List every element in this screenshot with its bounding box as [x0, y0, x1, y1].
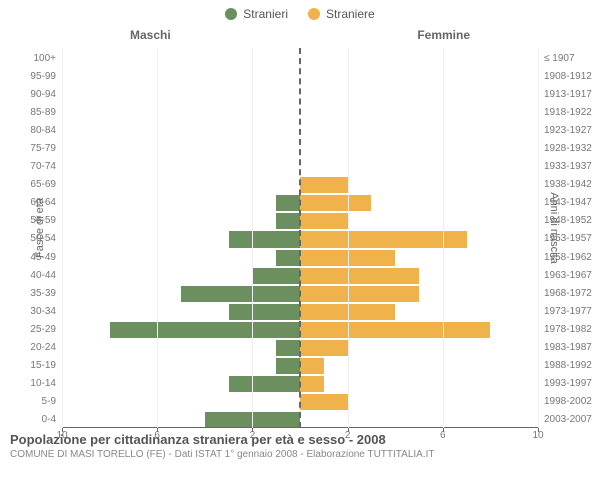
x-tick-label: 6	[154, 430, 160, 441]
bar-male	[276, 195, 300, 211]
birth-year-label: 1968-1972	[538, 285, 600, 303]
center-divider	[299, 48, 301, 428]
bar-female	[300, 358, 324, 374]
bar-female	[300, 394, 348, 410]
x-axis-line	[62, 427, 538, 428]
age-label: 95-99	[0, 68, 62, 86]
grid-line	[538, 48, 539, 428]
age-label: 85-89	[0, 104, 62, 122]
grid-line	[62, 48, 63, 428]
age-label: 35-39	[0, 285, 62, 303]
bar-female	[300, 268, 419, 284]
bar-female	[300, 177, 348, 193]
birth-year-label: 1973-1977	[538, 303, 600, 321]
bar-male	[276, 358, 300, 374]
age-label: 15-19	[0, 357, 62, 375]
age-label: 80-84	[0, 122, 62, 140]
birth-year-label: 1993-1997	[538, 375, 600, 393]
age-label: 50-54	[0, 230, 62, 248]
bar-male	[276, 340, 300, 356]
bar-female	[300, 322, 490, 338]
birth-year-label: 1923-1927	[538, 122, 600, 140]
x-tick-label: 10	[532, 430, 543, 441]
age-label: 60-64	[0, 194, 62, 212]
bar-female	[300, 231, 467, 247]
birth-year-label: 1988-1992	[538, 357, 600, 375]
grid-line	[443, 48, 444, 428]
birth-year-label: 1978-1982	[538, 321, 600, 339]
bar-male	[276, 250, 300, 266]
legend-label-female: Straniere	[326, 7, 375, 21]
swatch-male	[225, 8, 237, 20]
swatch-female	[308, 8, 320, 20]
legend-item-female: Straniere	[308, 7, 375, 21]
birth-year-label: ≤ 1907	[538, 50, 600, 68]
age-label: 25-29	[0, 321, 62, 339]
birth-year-label: 1948-1952	[538, 212, 600, 230]
age-label: 5-9	[0, 393, 62, 411]
age-label: 30-34	[0, 303, 62, 321]
bar-male	[110, 322, 300, 338]
bar-male	[252, 268, 300, 284]
bar-female	[300, 213, 348, 229]
age-label: 65-69	[0, 176, 62, 194]
bar-female	[300, 195, 371, 211]
age-label: 70-74	[0, 158, 62, 176]
age-label: 55-59	[0, 212, 62, 230]
age-label: 75-79	[0, 140, 62, 158]
birth-year-label: 1933-1937	[538, 158, 600, 176]
bar-male	[229, 231, 300, 247]
x-axis-ticks: 10622610	[62, 430, 538, 446]
bar-female	[300, 340, 348, 356]
grid-line	[252, 48, 253, 428]
plot-area: 100+≤ 190795-991908-191290-941913-191785…	[62, 48, 538, 428]
birth-year-label: 1928-1932	[538, 140, 600, 158]
birth-year-label: 1958-1962	[538, 249, 600, 267]
birth-year-label: 2003-2007	[538, 411, 600, 429]
legend-label-male: Stranieri	[243, 7, 288, 21]
bar-female	[300, 286, 419, 302]
header-female: Femmine	[417, 28, 470, 42]
birth-year-label: 1998-2002	[538, 393, 600, 411]
birth-year-label: 1913-1917	[538, 86, 600, 104]
x-tick-label: 2	[345, 430, 351, 441]
x-tick-label: 6	[440, 430, 446, 441]
legend-item-male: Stranieri	[225, 7, 288, 21]
x-tick-label: 2	[250, 430, 256, 441]
birth-year-label: 1943-1947	[538, 194, 600, 212]
birth-year-label: 1938-1942	[538, 176, 600, 194]
birth-year-label: 1918-1922	[538, 104, 600, 122]
header-male: Maschi	[130, 28, 171, 42]
pyramid-chart: Maschi Femmine Fasce di età Anni di nasc…	[0, 28, 600, 428]
age-label: 0-4	[0, 411, 62, 429]
grid-line	[348, 48, 349, 428]
age-label: 100+	[0, 50, 62, 68]
bar-male	[276, 213, 300, 229]
bar-female	[300, 376, 324, 392]
x-tick-label: 10	[56, 430, 67, 441]
age-label: 40-44	[0, 267, 62, 285]
bar-male	[229, 304, 300, 320]
birth-year-label: 1963-1967	[538, 267, 600, 285]
legend: Stranieri Straniere	[0, 0, 600, 28]
age-label: 20-24	[0, 339, 62, 357]
birth-year-label: 1983-1987	[538, 339, 600, 357]
bar-male	[229, 376, 300, 392]
grid-line	[157, 48, 158, 428]
bar-male	[181, 286, 300, 302]
birth-year-label: 1953-1957	[538, 230, 600, 248]
footer-subtitle: COMUNE DI MASI TORELLO (FE) - Dati ISTAT…	[10, 449, 590, 460]
age-label: 45-49	[0, 249, 62, 267]
age-label: 90-94	[0, 86, 62, 104]
column-headers: Maschi Femmine	[0, 28, 600, 48]
age-label: 10-14	[0, 375, 62, 393]
birth-year-label: 1908-1912	[538, 68, 600, 86]
